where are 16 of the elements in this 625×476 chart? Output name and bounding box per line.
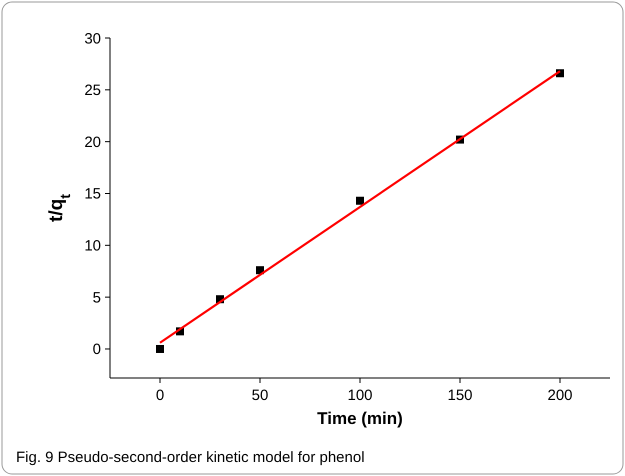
point: [156, 344, 164, 353]
y-tick-label: 15: [84, 186, 101, 203]
x-tick-label: 150: [447, 387, 473, 404]
caption: Fig. 9 Pseudo-second-order kinetic model for phenol: [16, 449, 365, 466]
y-tick-label: 10: [84, 238, 101, 255]
x-tick-label: 0: [156, 387, 164, 404]
x-tick-label: 100: [347, 387, 373, 404]
x-tick-label: 200: [547, 387, 573, 404]
y-tick-label: 25: [84, 82, 101, 100]
x-tick-label: 50: [252, 387, 268, 404]
y-tick-label: 0: [92, 341, 101, 358]
point: [356, 196, 364, 205]
y-tick-label: 30: [84, 30, 101, 48]
y-tick-label: 5: [92, 289, 101, 306]
x-axis-title: Time (min): [317, 409, 403, 428]
y-tick-label: 20: [84, 134, 101, 151]
